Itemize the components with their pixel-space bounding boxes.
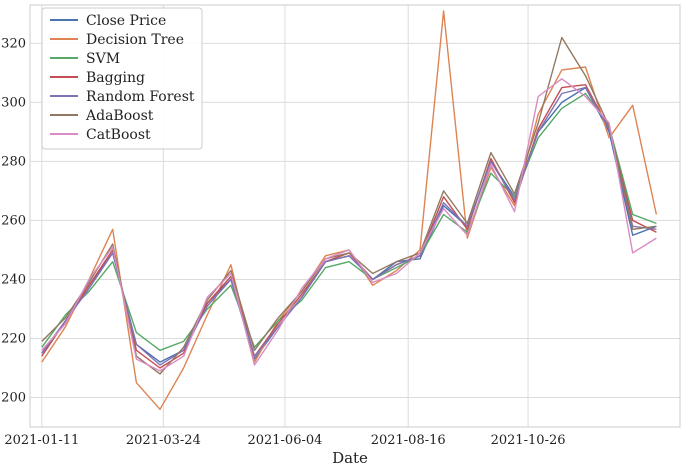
legend-label: CatBoost [86, 127, 151, 143]
y-axis: 200 220 240 260 280 300 320 [1, 36, 26, 405]
legend-label: Close Price [86, 13, 166, 29]
x-axis-title: Date [332, 449, 368, 467]
legend-label: Random Forest [86, 89, 195, 105]
x-tick-label: 2021-10-26 [491, 433, 566, 448]
legend-label: AdaBoost [85, 108, 154, 124]
series-line-adaboost [41, 36, 657, 375]
x-tick-label: 2021-03-24 [126, 433, 201, 448]
y-tick-label: 300 [1, 95, 26, 110]
x-axis: 2021-01-11 2021-03-24 2021-06-04 2021-08-16… [4, 433, 565, 448]
y-tick-label: 240 [1, 272, 26, 287]
y-tick-label: 220 [1, 331, 26, 346]
x-tick-label: 2021-08-16 [371, 433, 446, 448]
plot-area [29, 4, 681, 428]
series-line-svm [41, 92, 657, 351]
legend-label: Bagging [86, 70, 145, 86]
x-tick-label: 2021-01-11 [4, 433, 79, 448]
series-line-random-forest [41, 86, 657, 366]
series-group [41, 10, 658, 410]
legend: Close Price Decision Tree SVM Bagging Random… [41, 7, 203, 150]
y-tick-label: 280 [1, 154, 26, 169]
y-tick-label: 260 [1, 213, 26, 228]
y-tick-label: 200 [1, 390, 26, 405]
y-tick-label: 320 [1, 36, 26, 51]
x-tick-label: 2021-06-04 [247, 433, 322, 448]
legend-label: Decision Tree [86, 32, 184, 48]
legend-label: SVM [86, 51, 120, 67]
legend-box [41, 7, 203, 150]
series-line-catboost [41, 78, 657, 372]
